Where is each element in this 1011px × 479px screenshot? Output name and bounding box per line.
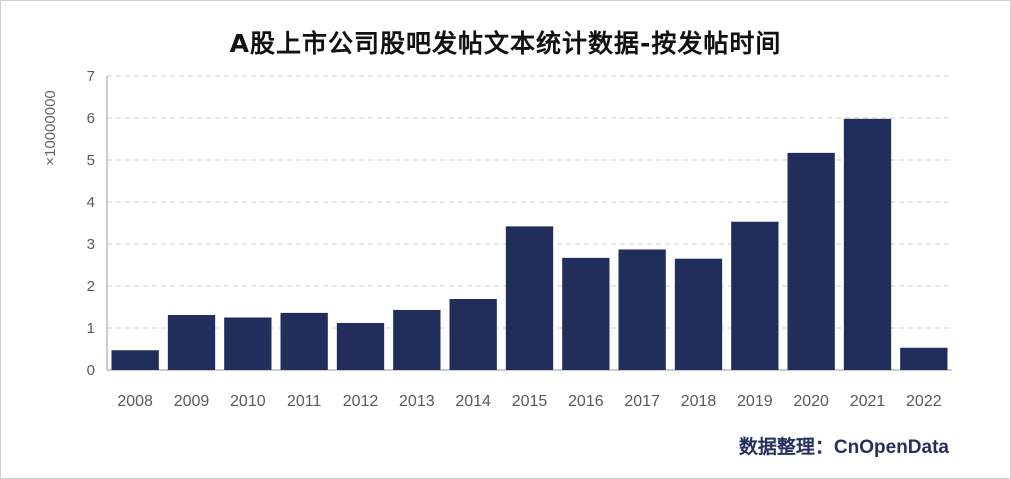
x-tick-label: 2015 xyxy=(512,393,548,410)
y-axis-label: ×10000000 xyxy=(42,90,59,166)
bar-2018 xyxy=(674,258,723,370)
y-tick-label: 4 xyxy=(87,194,95,211)
x-tick-label: 2019 xyxy=(737,393,773,410)
x-tick-label: 2022 xyxy=(906,393,942,410)
bar-2015 xyxy=(505,226,554,370)
y-tick-label: 2 xyxy=(87,278,95,295)
y-tick-label: 3 xyxy=(87,236,95,253)
y-tick-label: 6 xyxy=(87,110,95,127)
chart-title: A股上市公司股吧发帖文本统计数据-按发帖时间 xyxy=(229,29,782,58)
y-tick-labels: 0 1 2 3 4 5 6 7 xyxy=(87,68,95,379)
y-tick-label: 1 xyxy=(87,320,95,337)
data-credit: 数据整理：CnOpenData xyxy=(739,432,949,459)
bar-2017 xyxy=(618,249,666,370)
bars xyxy=(111,118,948,370)
bar-2014 xyxy=(449,299,497,370)
x-tick-label: 2009 xyxy=(174,393,210,410)
y-tick-label: 0 xyxy=(87,362,95,379)
credit-name: CnOpenData xyxy=(833,437,949,458)
bar-2011 xyxy=(280,312,328,370)
bar-2020 xyxy=(787,152,835,370)
x-tick-label: 2012 xyxy=(343,393,379,410)
x-tick-label: 2014 xyxy=(455,393,491,410)
bar-2022 xyxy=(900,347,948,370)
x-tick-label: 2018 xyxy=(681,393,717,410)
bar-2012 xyxy=(336,322,385,370)
bar-2009 xyxy=(167,314,216,370)
x-tick-label: 2013 xyxy=(399,393,435,410)
x-tick-label: 2016 xyxy=(568,393,604,410)
x-tick-label: 2020 xyxy=(793,393,829,410)
bar-2021 xyxy=(843,118,892,370)
y-tick-label: 5 xyxy=(87,152,95,169)
x-tick-label: 2011 xyxy=(287,393,322,410)
x-tick-label: 2008 xyxy=(117,393,153,410)
bar-2013 xyxy=(393,309,441,370)
credit-label: 数据整理： xyxy=(738,437,834,458)
y-tick-label: 7 xyxy=(87,68,95,85)
bar-2008 xyxy=(111,350,159,370)
x-tick-label: 2021 xyxy=(850,393,886,410)
x-tick-label: 2017 xyxy=(624,393,660,410)
bar-2016 xyxy=(562,257,610,370)
bar-2010 xyxy=(224,317,272,370)
bar-2019 xyxy=(731,221,779,370)
x-tick-labels: 2008 2009 2010 2011 2012 2013 2014 2015 2016 2017… xyxy=(117,393,941,410)
x-tick-label: 2010 xyxy=(230,393,266,410)
